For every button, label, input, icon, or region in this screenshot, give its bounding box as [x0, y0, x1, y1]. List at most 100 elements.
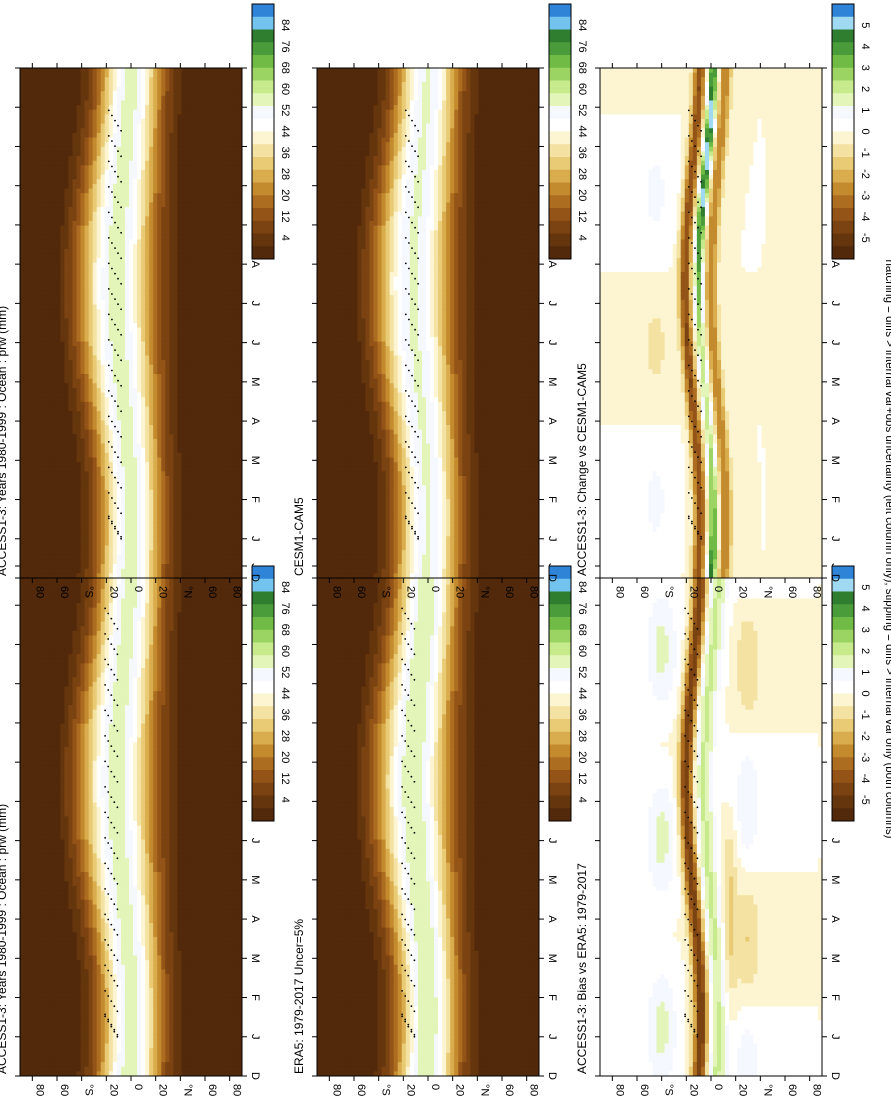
heatmap-cell	[157, 1062, 162, 1068]
heatmap-cell	[145, 644, 150, 651]
heatmap-cell	[177, 728, 183, 734]
heatmap-cell	[149, 686, 154, 692]
heatmap-cell	[108, 672, 114, 678]
heatmap-cell	[165, 1057, 170, 1063]
heatmap-cell	[24, 974, 29, 980]
heatmap-cell	[161, 658, 166, 664]
heatmap-cell	[149, 1057, 154, 1063]
heatmap-cell	[100, 848, 106, 855]
heatmap-cell	[88, 932, 94, 938]
heatmap-cell	[84, 923, 90, 929]
heatmap-cell	[20, 844, 25, 850]
heatmap-cell	[133, 765, 138, 771]
heatmap-cell	[20, 677, 25, 683]
heatmap-cell	[201, 603, 207, 609]
heatmap-cell	[120, 640, 126, 646]
heatmap-cell	[108, 844, 114, 850]
heatmap-cell	[189, 876, 195, 882]
heatmap-cell	[189, 700, 195, 706]
heatmap-cell	[145, 681, 150, 688]
heatmap-cell	[32, 709, 37, 715]
heatmap-cell	[173, 677, 179, 683]
heatmap-cell	[20, 895, 25, 901]
heatmap-cell	[88, 672, 94, 678]
heatmap-cell	[137, 709, 142, 715]
heatmap-cell	[32, 593, 37, 600]
heatmap-cell	[44, 783, 49, 790]
heatmap-cell	[157, 607, 162, 613]
heatmap-cell	[40, 862, 45, 868]
heatmap-cell	[60, 603, 65, 609]
heatmap-cell	[56, 742, 61, 748]
heatmap-cell	[100, 719, 106, 725]
heatmap-cell	[169, 663, 174, 669]
heatmap-cell	[96, 1001, 102, 1008]
heatmap-cell	[60, 918, 65, 924]
heatmap-cell	[177, 858, 183, 864]
heatmap-cell	[32, 969, 37, 975]
heatmap-cell	[116, 904, 122, 910]
heatmap-cell	[52, 1038, 57, 1045]
heatmap-cell	[40, 997, 45, 1003]
heatmap-cell	[161, 927, 166, 933]
heatmap-cell	[124, 1038, 130, 1045]
heatmap-cell	[112, 603, 118, 609]
heatmap-cell	[76, 756, 82, 762]
heatmap-cell	[84, 1038, 90, 1045]
heatmap-cell	[120, 732, 126, 739]
heatmap-cell	[149, 728, 154, 734]
heatmap-cell	[88, 992, 94, 998]
heatmap-cell	[76, 1034, 82, 1040]
heatmap-cell	[84, 584, 90, 590]
heatmap-cell	[133, 1020, 138, 1026]
heatmap-cell	[161, 974, 166, 980]
heatmap-cell	[153, 895, 158, 901]
heatmap-cell	[197, 709, 203, 715]
heatmap-cell	[92, 695, 98, 702]
heatmap-cell	[116, 918, 122, 924]
heatmap-cell	[197, 1029, 203, 1035]
heatmap-cell	[120, 997, 126, 1003]
heatmap-cell	[72, 997, 78, 1003]
heatmap-cell	[173, 881, 179, 887]
heatmap-cell	[173, 834, 179, 841]
heatmap-cell	[185, 788, 191, 794]
heatmap-cell	[36, 607, 41, 613]
heatmap-cell	[92, 584, 98, 590]
heatmap-cell	[20, 584, 25, 590]
heatmap-cell	[193, 946, 199, 952]
heatmap-cell	[137, 658, 142, 664]
heatmap-cell	[145, 783, 150, 790]
heatmap-cell	[68, 1066, 74, 1072]
heatmap-cell	[149, 881, 154, 887]
heatmap-cell	[40, 825, 45, 831]
heatmap-cell	[84, 872, 90, 878]
heatmap-cell	[193, 677, 199, 683]
heatmap-cell	[68, 1025, 74, 1031]
heatmap-cell	[133, 941, 138, 947]
heatmap-cell	[96, 1034, 102, 1040]
heatmap-cell	[149, 974, 154, 980]
heatmap-cell	[68, 644, 74, 651]
heatmap-cell	[197, 621, 203, 627]
heatmap-cell	[100, 793, 106, 799]
heatmap-cell	[157, 709, 162, 715]
heatmap-cell	[128, 997, 134, 1003]
heatmap-cell	[92, 779, 98, 785]
heatmap-cell	[185, 1034, 191, 1040]
heatmap-cell	[116, 1052, 122, 1059]
heatmap-cell	[133, 802, 138, 808]
heatmap-cell	[80, 626, 86, 632]
heatmap-cell	[153, 950, 158, 957]
heatmap-cell	[32, 617, 37, 623]
heatmap-cell	[124, 974, 130, 980]
heatmap-cell	[36, 862, 41, 868]
heatmap-cell	[92, 844, 98, 850]
heatmap-cell	[141, 978, 146, 984]
heatmap-cell	[157, 802, 162, 808]
heatmap-cell	[116, 584, 122, 590]
heatmap-cell	[56, 681, 61, 688]
heatmap-cell	[112, 617, 118, 623]
heatmap-cell	[112, 589, 118, 595]
heatmap-cell	[52, 960, 57, 966]
